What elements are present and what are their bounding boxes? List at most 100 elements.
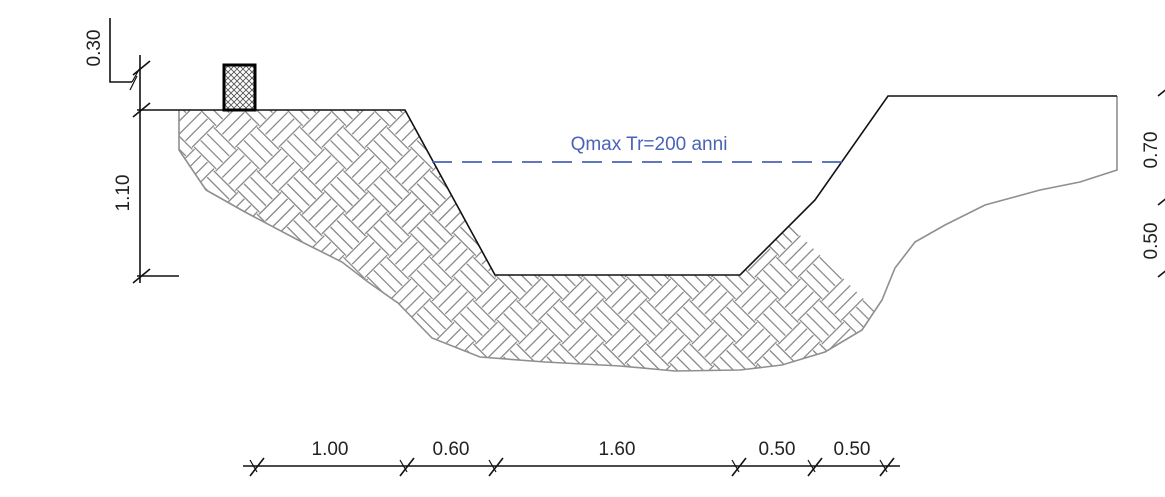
hatch-line [849, 356, 873, 371]
hatch-line [872, 372, 894, 394]
hatch-line [624, 341, 648, 365]
hatch-line [611, 198, 635, 222]
hatch-block [518, 191, 561, 235]
hatch-line [704, 334, 728, 358]
hatch-line [234, 211, 258, 235]
hatch-line [496, 362, 520, 371]
hatch-line [358, 291, 382, 315]
hatch-line [444, 291, 468, 315]
hatch-line [388, 365, 412, 371]
right-vertical-dimension [1157, 89, 1165, 278]
hatch-line [280, 319, 304, 343]
hatch-line [136, 156, 158, 178]
hatch-line [676, 356, 700, 371]
hatch-line [561, 278, 585, 302]
hatch-line [401, 161, 425, 185]
hatch-line [626, 103, 650, 127]
hatch-line [539, 233, 563, 256]
hatch-line [343, 256, 366, 280]
hatch-line [206, 263, 230, 287]
hatch-block [280, 256, 323, 300]
hatch-block [604, 278, 648, 321]
hatch-block [648, 365, 672, 371]
hatch-line [423, 349, 447, 371]
hatch-line [243, 139, 267, 163]
hatch-line [459, 269, 483, 293]
hatch-line [561, 105, 585, 129]
hatch-line [345, 365, 369, 371]
hatch-line [691, 365, 715, 371]
hatch-line [388, 148, 412, 172]
dim-bottom-5: 0.50 [834, 439, 871, 460]
hatch-block [864, 321, 907, 365]
dim-right-lower: 0.50 [1141, 223, 1162, 260]
hatch-line [624, 96, 648, 105]
hatch-line [819, 300, 843, 324]
hatch-line [475, 148, 498, 172]
hatch-line [905, 343, 929, 367]
hatch-line [301, 321, 325, 345]
hatch-line [308, 328, 332, 352]
hatch-line [416, 313, 440, 337]
hatch-line [611, 284, 635, 308]
hatch-line [179, 284, 202, 308]
hatch-block [258, 235, 302, 278]
hatch-line [280, 362, 304, 371]
hatch-line [265, 111, 289, 135]
hatch-line [179, 170, 193, 194]
left-vertical-dimension [109, 18, 179, 284]
hatch-line [379, 306, 403, 330]
hatch-line [821, 278, 845, 302]
hatch-line [552, 176, 576, 200]
hatch-block [475, 148, 518, 192]
hatch-line [364, 124, 388, 148]
hatch-line [315, 379, 337, 401]
hatch-line [574, 291, 598, 315]
hatch-line [358, 204, 382, 228]
hatch-line [475, 278, 498, 302]
hatch-line [531, 291, 555, 315]
hatch-line [568, 284, 592, 308]
hatch-line [451, 96, 475, 105]
hatch-line [582, 385, 604, 407]
hatch-line [516, 213, 540, 237]
hatch-line [689, 300, 713, 324]
hatch-line [488, 334, 511, 358]
hatch-line [265, 328, 289, 352]
hatch-line [386, 126, 410, 150]
hatch-line [314, 204, 338, 228]
hatch-line [596, 220, 620, 243]
hatch-line [710, 168, 734, 192]
hatch-line [185, 291, 208, 315]
hatch-block [179, 256, 193, 293]
hatch-line [129, 366, 151, 388]
hatch-line [561, 321, 585, 345]
hatch-line [236, 189, 260, 213]
hatch-line [213, 256, 237, 280]
hatch-block [475, 105, 518, 148]
hatch-block [179, 343, 193, 371]
hatch-line [827, 284, 851, 308]
hatch-line [531, 161, 555, 185]
hatch-line [892, 356, 916, 371]
hatch-line [654, 155, 678, 179]
hatch-line [453, 103, 477, 127]
hatch-line [633, 313, 656, 337]
hatch-line [524, 284, 548, 308]
hatch-block [475, 191, 518, 235]
hatch-line [475, 191, 498, 215]
hatch-block [236, 170, 280, 213]
hatch-line [351, 241, 375, 265]
hatch-block [431, 235, 475, 278]
hatch-line [193, 233, 217, 256]
hatch-line [466, 306, 490, 330]
hatch-block [314, 96, 345, 105]
hatch-line [769, 306, 793, 330]
hatch-line [617, 161, 641, 185]
hatch-line [249, 133, 273, 157]
hatch-line [884, 341, 907, 365]
hatch-line [791, 334, 814, 358]
hatch-line [395, 69, 417, 91]
hatch-line [438, 284, 462, 308]
hatch-line [451, 124, 475, 148]
